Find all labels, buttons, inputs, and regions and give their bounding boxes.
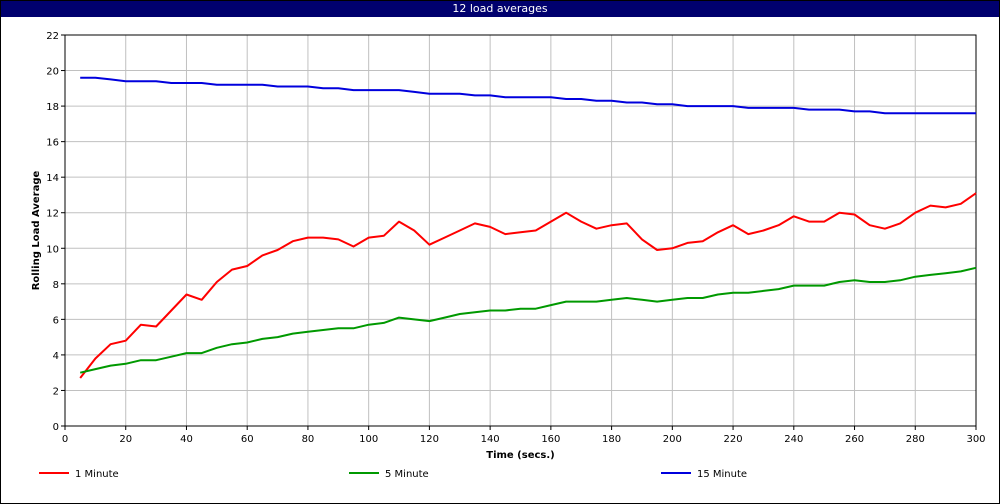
series-line-5-minute <box>79 266 977 374</box>
x-tick-label: 220 <box>724 434 743 445</box>
x-tick-label: 100 <box>359 434 378 445</box>
legend-label-5-minute: 5 Minute <box>385 469 429 480</box>
x-tick-label: 60 <box>241 434 254 445</box>
y-tick-label: 18 <box>46 102 59 113</box>
series-line-1-minute <box>79 192 977 379</box>
x-tick-label: 0 <box>62 434 68 445</box>
legend: 1 Minute 5 Minute 15 Minute <box>39 469 747 480</box>
x-tick-label: 20 <box>119 434 132 445</box>
y-tick-label: 2 <box>53 386 59 397</box>
x-tick-label: 160 <box>541 434 560 445</box>
legend-label-15-minute: 15 Minute <box>697 469 747 480</box>
y-tick-label: 10 <box>46 244 59 255</box>
line-chart: 0 2 4 6 8 10 12 14 16 18 20 22 0 20 40 60 80 100 120 140 16… <box>31 31 986 480</box>
legend-label-1-minute: 1 Minute <box>75 469 119 480</box>
x-tick-label: 260 <box>845 434 864 445</box>
x-axis-ticks: 0 20 40 60 80 100 120 140 160 180 200 220 240 260 280 3… <box>62 426 986 445</box>
y-tick-label: 14 <box>46 173 59 184</box>
x-tick-label: 80 <box>302 434 315 445</box>
x-tick-label: 140 <box>481 434 500 445</box>
x-tick-label: 300 <box>966 434 985 445</box>
x-tick-label: 200 <box>663 434 682 445</box>
y-tick-label: 20 <box>46 67 59 78</box>
x-tick-label: 280 <box>906 434 925 445</box>
y-axis-label: Rolling Load Average <box>31 171 42 291</box>
x-tick-label: 240 <box>784 434 803 445</box>
y-tick-label: 6 <box>53 315 59 326</box>
y-tick-label: 8 <box>53 280 59 291</box>
y-tick-label: 4 <box>53 351 59 362</box>
plot-area <box>64 34 977 427</box>
y-tick-label: 16 <box>46 138 59 149</box>
y-tick-label: 12 <box>46 209 59 220</box>
series-line-15-minute <box>80 76 976 115</box>
x-tick-label: 180 <box>602 434 621 445</box>
x-tick-label: 120 <box>420 434 439 445</box>
series-lines <box>79 76 977 379</box>
x-tick-label: 40 <box>180 434 193 445</box>
y-tick-label: 22 <box>46 31 59 42</box>
grid <box>65 35 976 426</box>
x-axis-label: Time (secs.) <box>486 450 555 461</box>
chart-title: 12 load averages <box>1 1 999 17</box>
y-axis-ticks: 0 2 4 6 8 10 12 14 16 18 20 22 <box>46 31 65 433</box>
y-tick-label: 0 <box>53 422 59 433</box>
